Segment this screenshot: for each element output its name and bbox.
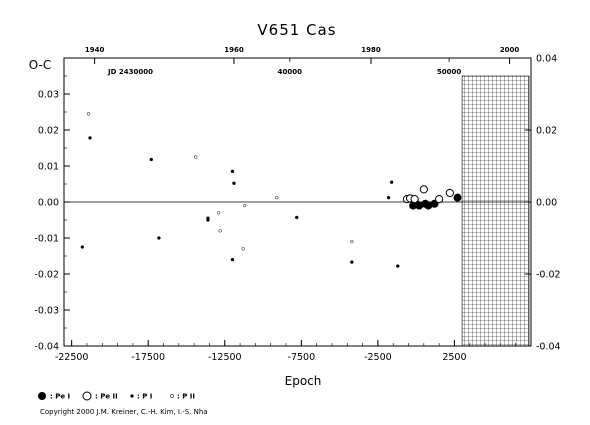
x-tick-label: -2500 [364,352,392,363]
y-left-tick-label: 0.01 [38,162,59,173]
point-p-ii [243,203,247,208]
point-p-ii [241,247,245,251]
y-left-tick-label: -0.04 [34,342,59,353]
legend-label-p-ii: : P II [177,393,195,401]
point-p-i [157,236,161,240]
hatched-region [461,75,530,347]
point-pe-ii [435,195,444,204]
y-left-tick-label: 0.03 [38,90,59,101]
copyright-text: Copyright 2000 J.M. Kreiner, C.-H. Kim, … [40,408,208,416]
y-right-tick-label: 0.04 [536,54,557,65]
x-tick-label: -7500 [288,352,316,363]
jd-tick-label: 50000 [437,68,461,76]
y-right-tick-label: -0.02 [536,270,561,281]
point-p-i [230,169,235,174]
jd-label: JD 2430000 [107,68,153,76]
y-left-tick-label: 0.02 [38,126,59,137]
legend-label-pe-i: : Pe I [50,393,70,401]
point-p-i [350,260,354,264]
point-p-i [88,136,92,140]
point-p-ii [350,239,354,244]
plot-area [63,57,532,347]
point-p-ii [86,112,91,116]
x-tick-label: -17500 [131,352,165,363]
point-pe-ii [410,195,419,204]
point-p-ii [216,211,221,215]
point-p-i [80,245,85,249]
point-p-ii [194,155,198,159]
legend-label-p-i: : P I [137,393,152,401]
y-left-tick-label: -0.03 [34,306,59,317]
legend-label-pe-ii: : Pe II [95,393,118,401]
point-p-ii [275,196,279,200]
data-marks [80,112,462,268]
x-axis-label: Epoch [285,374,322,388]
legend-marker-p-i [130,394,134,398]
legend-marker-p-ii [170,394,174,398]
point-pe-i [453,193,462,202]
legend: : Pe I : Pe II : P I : P II [38,391,195,401]
y-left-tick-label: -0.02 [34,270,59,281]
point-pe-ii [419,185,428,194]
point-p-i [232,181,236,185]
point-pe-ii [445,188,454,198]
y-left-tick-label: -0.01 [34,234,59,245]
y-right-tick-label: 0.00 [536,198,557,209]
y-left-tick-label: 0.00 [38,198,59,209]
chart-title: V651 Cas [257,21,336,39]
legend-marker-pe-i [38,392,46,400]
year-tick-label: 2000 [500,46,520,54]
x-tick-label: -22500 [55,352,89,363]
year-tick-label: 1940 [85,46,105,54]
point-p-i [396,264,400,268]
point-p-i [206,218,210,222]
legend-marker-pe-ii [82,391,92,401]
point-p-i [389,180,394,184]
year-tick-label: 1980 [361,46,381,54]
point-p-i [149,157,153,162]
jd-tick-label: 40000 [278,68,302,76]
y-right-tick-label: -0.04 [536,342,561,353]
year-tick-label: 1960 [224,46,244,54]
point-p-ii [218,229,222,233]
point-p-i [295,215,299,220]
point-p-i [386,195,391,200]
x-tick-label: -12500 [208,352,242,363]
x-tick-label: 2500 [442,352,466,363]
y-right-tick-label: 0.02 [536,126,557,137]
point-p-i [230,257,235,262]
y-axis-label: O-C [29,58,52,72]
axis-ticks: -22500 -17500 -12500 -7500 -2500 2500 0.03 0.02… [34,46,560,363]
